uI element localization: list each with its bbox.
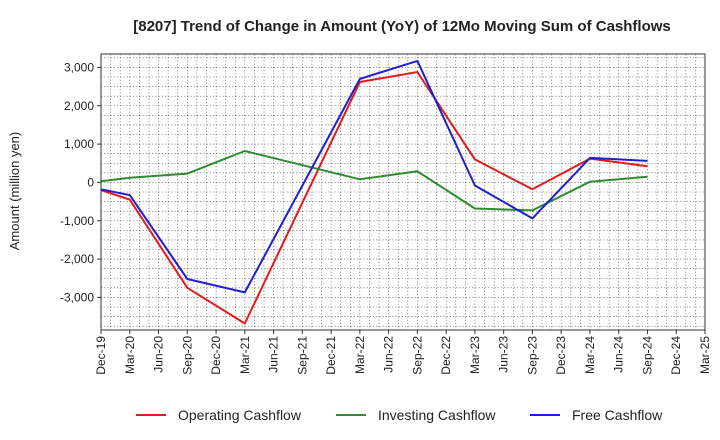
y-tick-label: 0: [87, 175, 94, 189]
x-axis-ticks: Dec-19 Mar-20 Jun-20 Sep-20 Dec-20 Mar-21 Jun-…: [94, 330, 712, 375]
series-line-operating-cashflow: [100, 71, 648, 325]
x-tick-label: Mar-25: [698, 336, 712, 374]
x-tick-label: Dec-24: [669, 336, 683, 375]
series-line-investing-cashflow: [100, 150, 648, 212]
chart-title: [8207] Trend of Change in Amount (YoY) o…: [133, 18, 671, 35]
legend-label-investing-cashflow: Investing Cashflow: [378, 407, 496, 423]
x-tick-label: Dec-22: [439, 336, 453, 375]
x-tick-label: Jun-21: [267, 336, 281, 373]
y-tick-label: 2,000: [64, 99, 94, 113]
series-group: [100, 59, 648, 325]
x-tick-label: Mar-20: [123, 336, 137, 374]
x-tick-label: Dec-20: [209, 336, 223, 375]
x-tick-label: Sep-22: [410, 336, 424, 375]
legend-label-free-cashflow: Free Cashflow: [572, 407, 663, 423]
legend-label-operating-cashflow: Operating Cashflow: [178, 407, 302, 423]
x-tick-label: Sep-20: [180, 336, 194, 375]
x-tick-label: Mar-22: [353, 336, 367, 374]
x-tick-label: Mar-24: [583, 336, 597, 374]
x-tick-label: Dec-19: [94, 336, 108, 375]
y-tick-label: -2,000: [60, 252, 94, 266]
x-tick-label: Jun-24: [612, 336, 626, 373]
y-tick-label: 3,000: [64, 60, 94, 74]
x-tick-label: Jun-20: [152, 336, 166, 373]
y-tick-label: -3,000: [60, 290, 94, 304]
y-axis-ticks: 3,000 2,000 1,000 0 -1,000 -2,000 -3,000: [60, 60, 101, 304]
x-tick-label: Jun-22: [382, 336, 396, 373]
plot-frame: [100, 53, 706, 331]
x-tick-label: Mar-23: [468, 336, 482, 374]
legend: Operating Cashflow Investing Cashflow Free…: [136, 407, 663, 423]
x-tick-label: Dec-21: [324, 336, 338, 375]
series-line-free-cashflow: [100, 59, 648, 294]
x-tick-label: Sep-23: [525, 336, 539, 375]
y-tick-label: -1,000: [60, 214, 94, 228]
grid: [101, 54, 705, 330]
y-tick-label: 1,000: [64, 137, 94, 151]
x-tick-label: Mar-21: [238, 336, 252, 374]
x-tick-label: Jun-23: [497, 336, 511, 373]
x-tick-label: Sep-24: [640, 336, 654, 375]
x-tick-label: Dec-23: [554, 336, 568, 375]
y-axis-label: Amount (million yen): [7, 132, 22, 251]
x-tick-label: Sep-21: [295, 336, 309, 375]
